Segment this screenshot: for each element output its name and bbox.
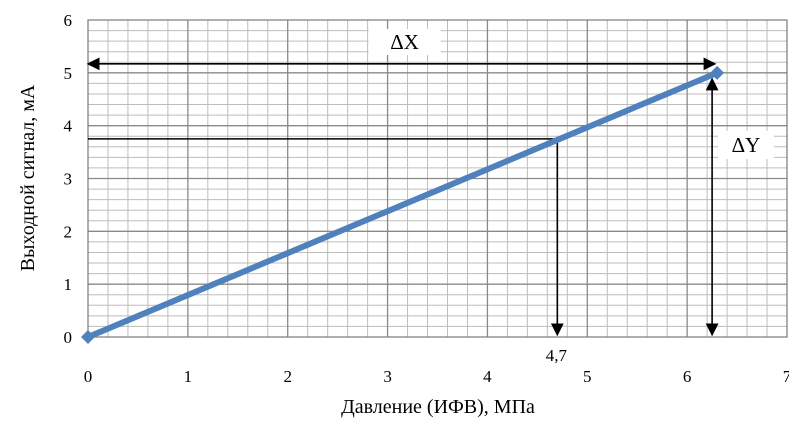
x-tick-label: 4 — [483, 367, 492, 386]
x-tick-label: 6 — [683, 367, 692, 386]
data-point-marker — [710, 65, 725, 80]
reading-value-label: 4,7 — [546, 346, 568, 365]
y-tick-label: 0 — [64, 328, 73, 347]
series-layer — [81, 65, 725, 344]
delta-x-label-background — [368, 29, 441, 55]
x-tick-label: 1 — [184, 367, 193, 386]
y-axis-tick-labels: 0 1 2 3 4 5 6 — [64, 11, 73, 347]
x-tick-label: 5 — [583, 367, 592, 386]
y-tick-label: 5 — [64, 64, 73, 83]
delta-x-label: ΔX — [390, 30, 419, 54]
y-axis-title: Выходной сигнал, мА — [17, 84, 39, 271]
x-tick-label: 3 — [383, 367, 392, 386]
plot-area-frame — [87, 19, 788, 338]
y-tick-label: 6 — [64, 11, 73, 30]
x-axis-title: Давление (ИФВ), МПа — [341, 396, 535, 418]
major-gridlines — [88, 20, 787, 337]
series-line — [85, 69, 721, 340]
x-tick-label: 0 — [84, 367, 93, 386]
x-axis-tick-labels: 0 1 2 3 4 5 6 7 — [84, 367, 789, 386]
x-tick-label: 2 — [283, 367, 292, 386]
data-point-marker — [81, 330, 95, 344]
delta-y-label-background — [718, 131, 774, 159]
x-tick-label: 7 — [783, 367, 789, 386]
y-tick-label: 1 — [64, 275, 73, 294]
y-tick-label: 2 — [64, 222, 73, 241]
y-tick-label: 4 — [64, 117, 73, 136]
delta-y-label: ΔY — [732, 133, 761, 157]
y-tick-label: 3 — [64, 170, 73, 189]
